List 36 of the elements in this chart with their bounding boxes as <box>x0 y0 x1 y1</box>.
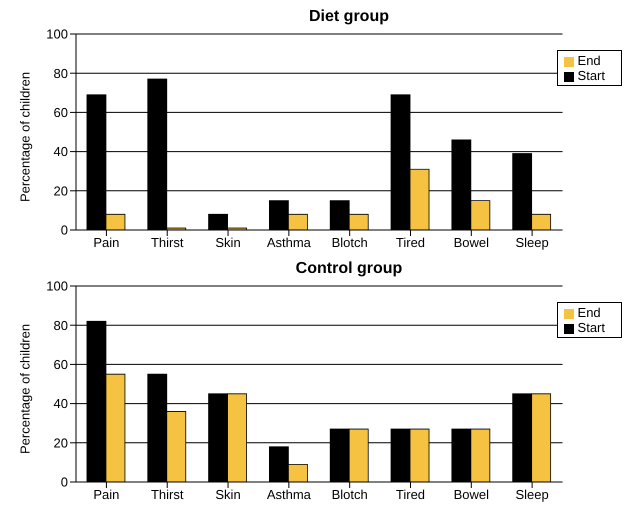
x-tick-label: Sleep <box>516 487 549 502</box>
legend-label: Start <box>578 320 605 335</box>
x-tick-label: Thirst <box>150 487 184 502</box>
x-tick-label: Blotch <box>332 487 368 502</box>
y-tick-label: 100 <box>46 26 68 42</box>
y-axis-title: Percentage of children <box>18 324 33 454</box>
y-tick-label: 40 <box>54 396 68 412</box>
x-tick-label: Tired <box>396 235 426 250</box>
y-tick-label: 100 <box>46 278 68 294</box>
y-tick-label: 60 <box>54 105 68 120</box>
legend-label: Start <box>578 68 605 83</box>
y-tick-label: 20 <box>54 435 68 450</box>
y-tick-label: 60 <box>54 357 68 372</box>
x-tick-label: Blotch <box>332 235 368 250</box>
x-tick-label: Asthma <box>266 235 312 250</box>
chart-title: Diet group <box>308 8 390 27</box>
y-tick-label: 80 <box>54 66 68 81</box>
y-axis-title: Percentage of children <box>18 72 33 202</box>
x-tick-label: Pain <box>93 235 120 250</box>
x-tick-label: Asthma <box>266 487 312 502</box>
x-tick-label: Pain <box>93 487 120 502</box>
x-tick-label: Bowel <box>454 235 490 250</box>
x-tick-label: Sleep <box>516 235 549 250</box>
x-tick-label: Bowel <box>454 487 490 502</box>
y-tick-label: 0 <box>60 222 68 238</box>
legend-label: End <box>578 305 601 320</box>
legend-label: End <box>578 53 601 68</box>
x-tick-label: Skin <box>215 487 241 502</box>
x-tick-label: Tired <box>396 487 426 502</box>
x-tick-label: Thirst <box>150 235 184 250</box>
y-tick-label: 40 <box>54 144 68 160</box>
y-tick-label: 0 <box>60 474 68 490</box>
x-tick-label: Skin <box>215 235 241 250</box>
chart-title: Control group <box>294 260 404 279</box>
y-tick-label: 20 <box>54 183 68 198</box>
y-tick-label: 80 <box>54 318 68 333</box>
